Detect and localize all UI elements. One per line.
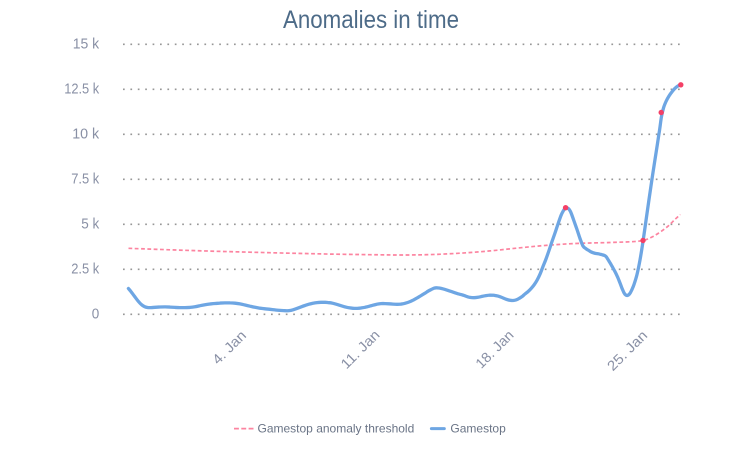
svg-text:7.5 k: 7.5 k <box>71 172 100 188</box>
svg-text:5 k: 5 k <box>81 217 100 233</box>
svg-text:12.5 k: 12.5 k <box>64 82 100 98</box>
svg-text:Gamestop: Gamestop <box>450 421 506 435</box>
svg-text:2.5 k: 2.5 k <box>71 262 100 278</box>
svg-text:Gamestop anomaly threshold: Gamestop anomaly threshold <box>258 421 415 435</box>
svg-text:15 k: 15 k <box>73 37 100 53</box>
svg-text:10 k: 10 k <box>72 127 100 143</box>
svg-text:0: 0 <box>92 307 100 323</box>
svg-text:Anomalies in time: Anomalies in time <box>283 6 459 34</box>
